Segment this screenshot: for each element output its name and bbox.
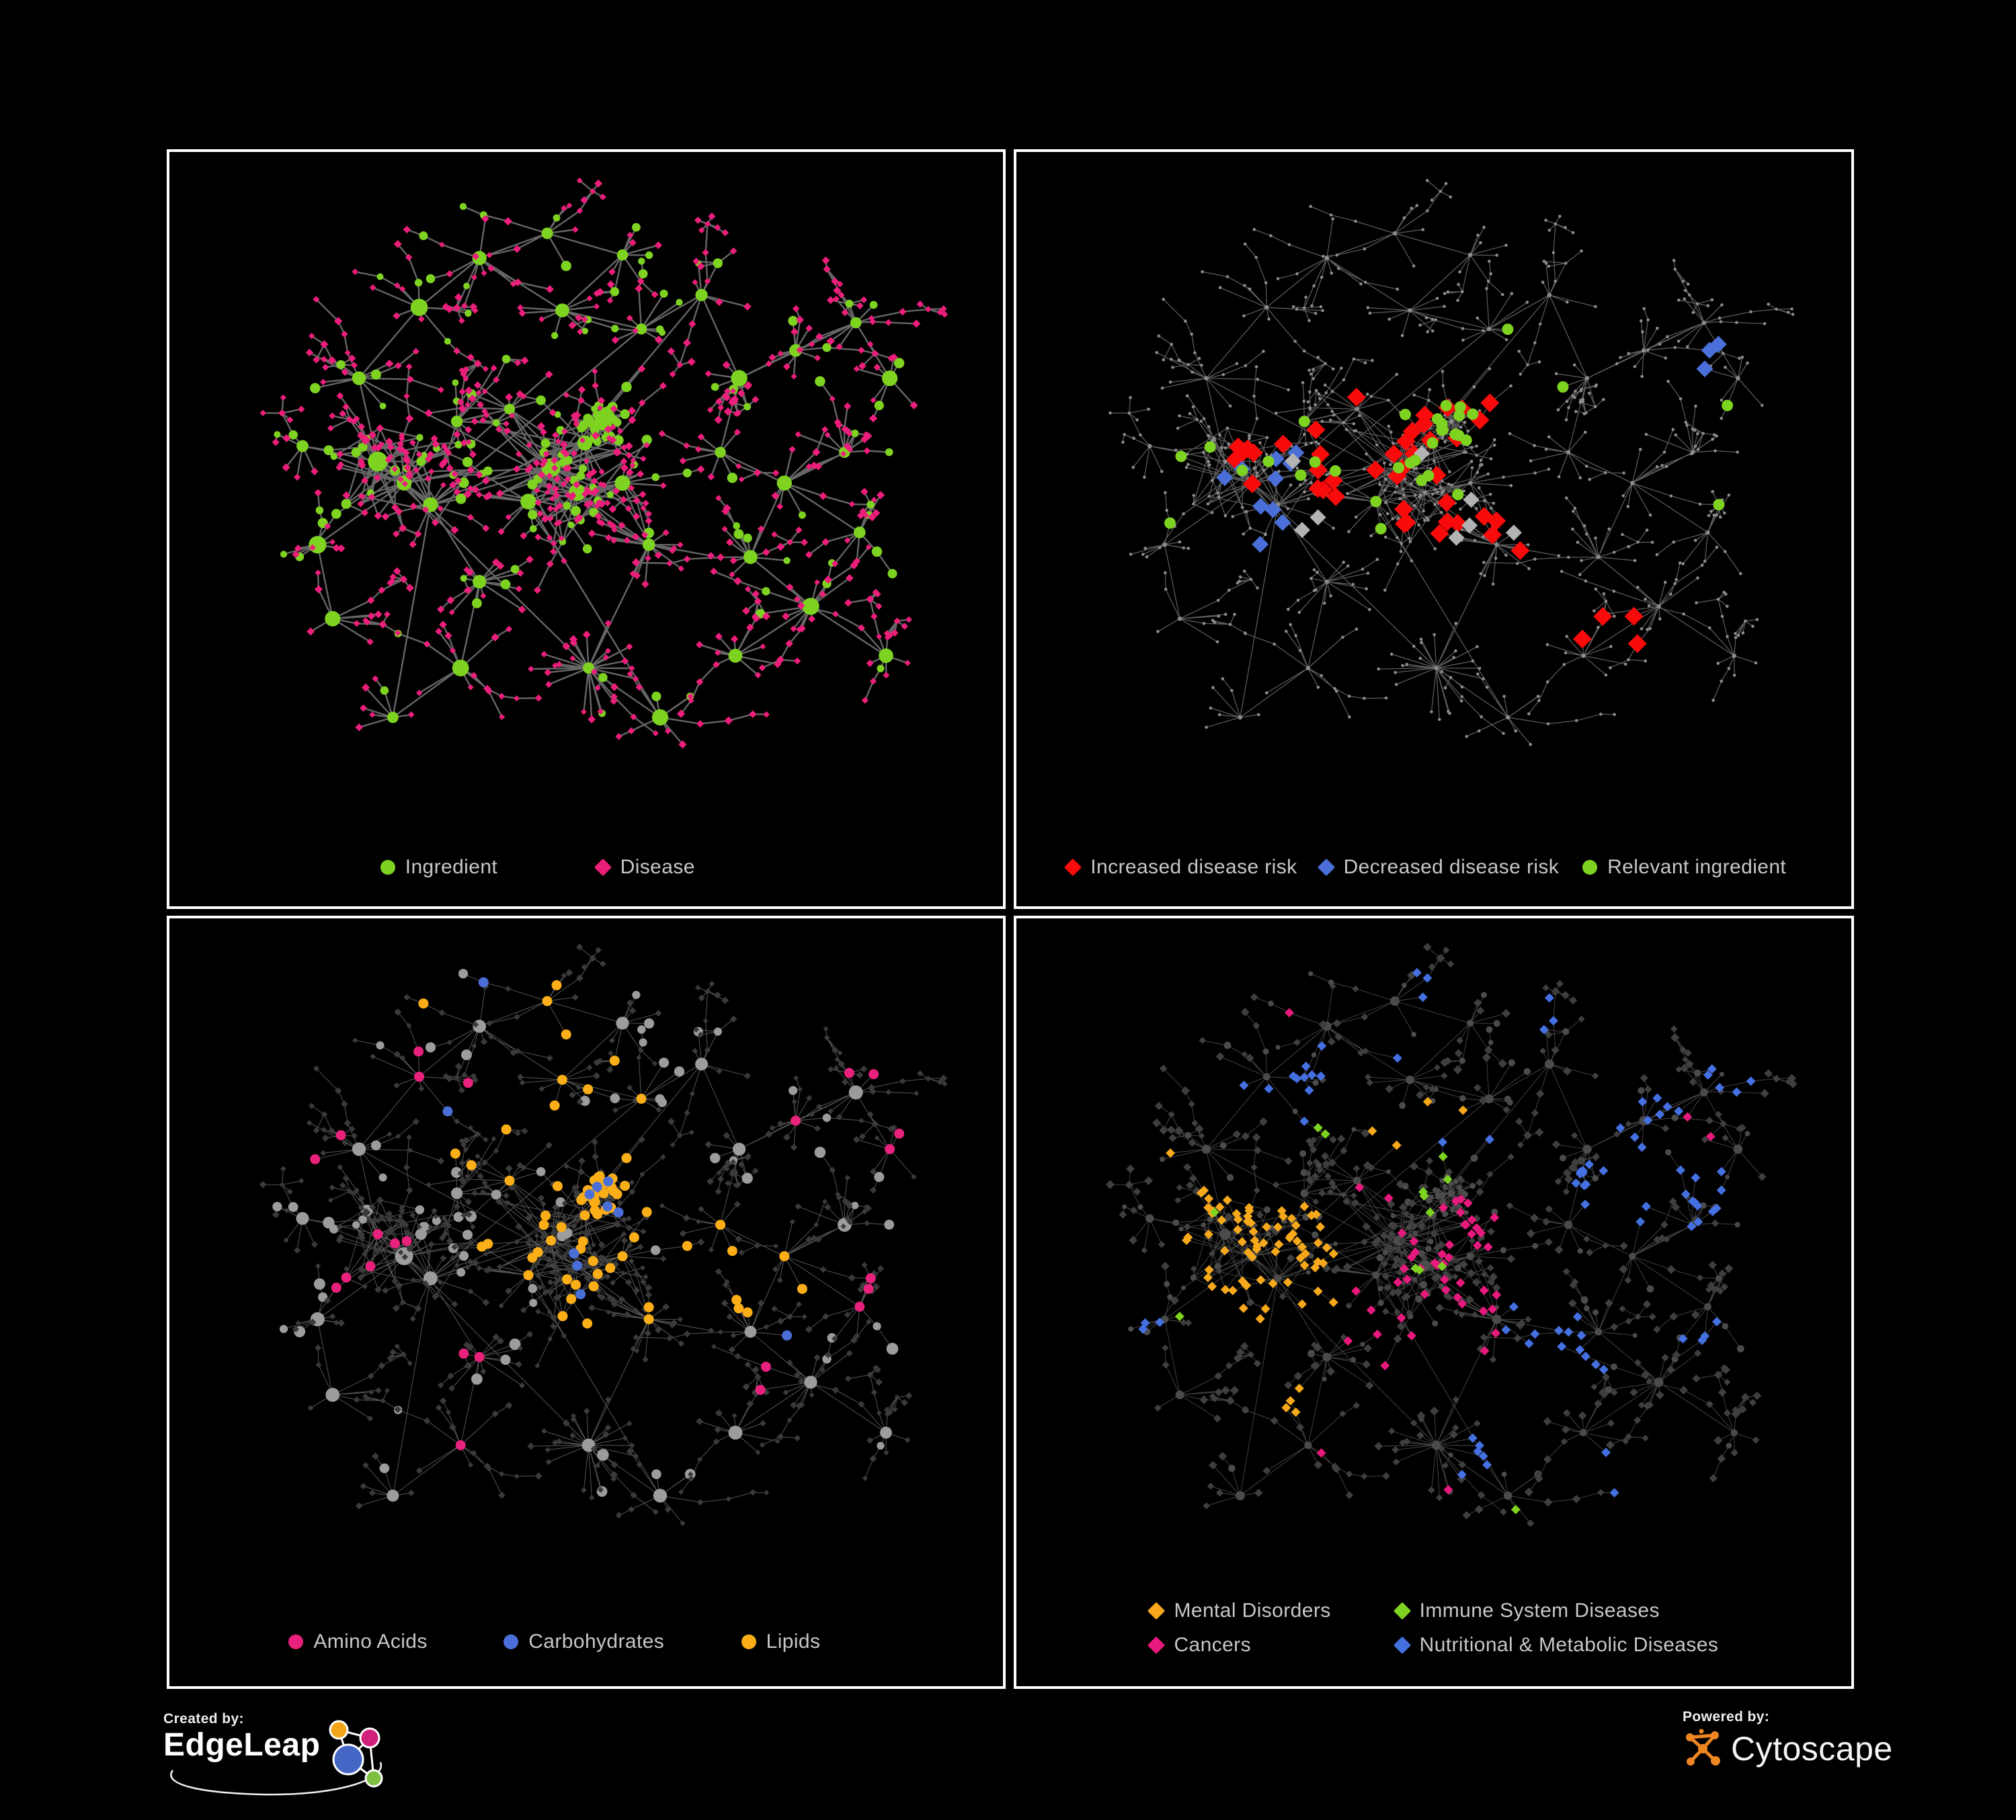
panel-disease-classes: Mental Disorders Immune System Diseases Ca… (1014, 916, 1854, 1689)
diamond-legend-marker (1147, 1636, 1166, 1655)
legend-label: Mental Disorders (1174, 1599, 1331, 1622)
created-by-block: Created by: EdgeLeap (163, 1711, 419, 1812)
legend-item-decreased-disease-risk: Decreased disease risk (1317, 855, 1560, 879)
edgeleap-node-yellow (329, 1720, 349, 1740)
legend-label: Disease (620, 856, 695, 878)
legend-item-mental-disorders: Mental Disorders (1147, 1599, 1331, 1623)
diamond-legend-marker (1064, 858, 1082, 877)
panel-disease-risk: Increased disease risk Decreased disease … (1014, 149, 1854, 909)
panel-ingredient-disease: Ingredient Disease (167, 149, 1006, 909)
powered-by-label: Powered by: (1683, 1709, 1770, 1725)
cytoscape-logo-text: Cytoscape (1731, 1730, 1893, 1768)
legend-item-immune-system-diseases: Immune System Diseases (1393, 1599, 1660, 1623)
circle-legend-marker (1582, 860, 1598, 875)
legend-label: Carbohydrates (528, 1630, 665, 1653)
legend-label: Relevant ingredient (1607, 856, 1787, 878)
legend-item-lipids: Lipids (741, 1630, 821, 1654)
circle-legend-marker (288, 1634, 304, 1649)
created-by-label: Created by: (163, 1711, 244, 1727)
legend-item-nutritional-metabolic-diseases: Nutritional & Metabolic Diseases (1393, 1633, 1719, 1657)
network-graph-chemical-classes (259, 943, 948, 1526)
legend-item-disease: Disease (594, 855, 695, 879)
legend-item-carbohydrates: Carbohydrates (503, 1630, 664, 1654)
circle-legend-marker (741, 1634, 756, 1649)
legend-item-amino-acids: Amino Acids (288, 1630, 427, 1654)
legend-label: Ingredient (405, 856, 498, 878)
diamond-legend-marker (1393, 1601, 1411, 1620)
circle-legend-marker (380, 860, 395, 875)
legend-label: Lipids (766, 1630, 821, 1653)
legend-label: Increased disease risk (1090, 856, 1297, 878)
legend-label: Amino Acids (313, 1630, 428, 1653)
cytoscape-logo-icon (1686, 1729, 1720, 1766)
legend-item-cancers: Cancers (1147, 1633, 1251, 1657)
legend-item-increased-disease-risk: Increased disease risk (1064, 855, 1297, 879)
panel-chemical-classes: Amino Acids Carbohydrates Lipids (167, 916, 1006, 1689)
legend-label: Immune System Diseases (1419, 1599, 1660, 1622)
diamond-legend-marker (1393, 1636, 1411, 1655)
edgeleap-node-green (364, 1769, 383, 1788)
diamond-legend-marker (594, 858, 612, 877)
legend-label: Cancers (1174, 1634, 1251, 1656)
edgeleap-logo-icon (329, 1720, 383, 1788)
legend-label: Nutritional & Metabolic Diseases (1419, 1634, 1719, 1656)
network-graph-disease-risk (1108, 179, 1795, 746)
network-graph-ingredient-disease (259, 177, 949, 749)
circle-legend-marker (503, 1634, 519, 1649)
diamond-legend-marker (1147, 1601, 1166, 1620)
legend-label: Decreased disease risk (1343, 856, 1560, 878)
network-graph-disease-classes (1105, 943, 1798, 1528)
legend-item-ingredient: Ingredient (380, 855, 497, 879)
edgeleap-node-magenta (359, 1727, 380, 1749)
powered-by-block: Powered by: Cytoscape (1683, 1709, 1893, 1770)
edgeleap-node-blue (332, 1743, 364, 1776)
diamond-legend-marker (1317, 858, 1335, 877)
edgeleap-logo-text: EdgeLeap (163, 1727, 321, 1763)
legend-item-relevant-ingredient: Relevant ingredient (1582, 855, 1786, 879)
